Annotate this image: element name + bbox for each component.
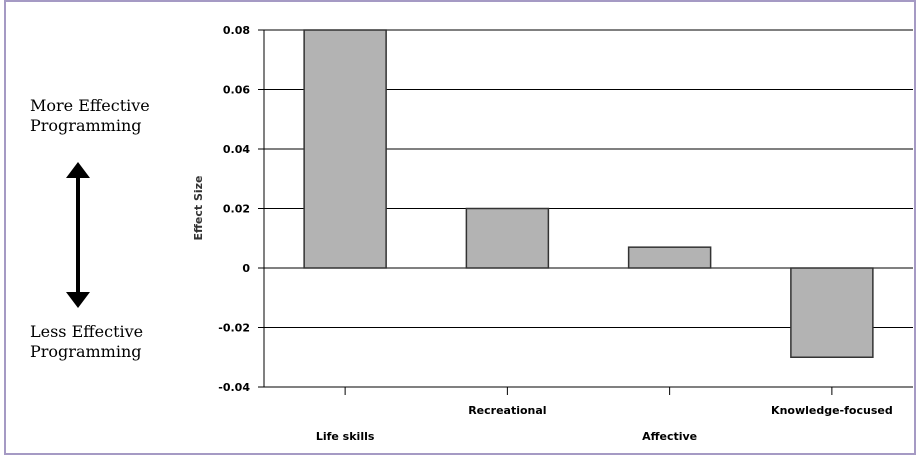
more-effective-label: More Effective Programming xyxy=(30,96,150,136)
bar-recreational xyxy=(465,207,550,269)
x-tick-label: Life skills xyxy=(316,430,375,443)
double-headed-vertical-arrow-icon xyxy=(66,162,90,308)
bar-knowledge-focused xyxy=(790,267,874,358)
y-tick-label: 0.08 xyxy=(223,24,250,37)
bar-affective xyxy=(627,246,712,269)
less-effective-line1: Less Effective xyxy=(30,322,144,341)
y-tick-label: 0 xyxy=(242,262,250,275)
less-effective-line2: Programming xyxy=(30,342,142,361)
y-tick-label: 0.02 xyxy=(223,203,250,216)
more-effective-line1: More Effective xyxy=(30,96,150,115)
axes xyxy=(258,29,913,395)
less-effective-label: Less Effective Programming xyxy=(30,322,143,362)
tick-labels: 0.08 0.06 0.04 0.02 0 -0.02 -0.04 Life skills Re… xyxy=(192,24,893,443)
bars xyxy=(303,29,874,358)
x-tick-label: Recreational xyxy=(468,404,546,417)
more-effective-line2: Programming xyxy=(30,116,142,135)
y-tick-label: 0.04 xyxy=(223,143,250,156)
x-tick-label: Affective xyxy=(642,430,697,443)
y-axis-label: Effect Size xyxy=(192,175,205,240)
y-tick-label: -0.04 xyxy=(218,381,250,394)
bar-life-skills xyxy=(303,29,387,269)
y-tick-label: -0.02 xyxy=(218,322,250,335)
x-tick-label: Knowledge-focused xyxy=(771,404,893,417)
figure-frame xyxy=(4,0,916,455)
y-tick-label: 0.06 xyxy=(223,84,250,97)
